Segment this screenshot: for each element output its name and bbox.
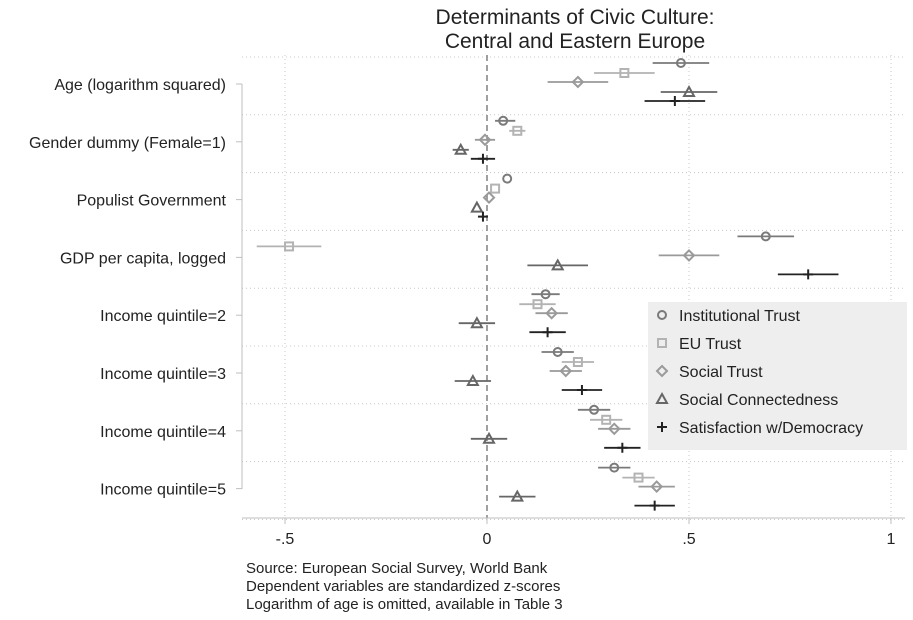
- point-social-connectedness: [482, 431, 496, 444]
- point-satisfaction-w-democracy: [542, 327, 553, 338]
- zscore-note: Dependent variables are standardized z-s…: [246, 578, 560, 595]
- point-satisfaction-w-democracy: [649, 500, 660, 511]
- point-institutional-trust: [540, 289, 551, 300]
- point-social-trust: [607, 422, 621, 436]
- source-note: Source: European Social Survey, World Ba…: [246, 560, 548, 577]
- point-eu-trust: [601, 414, 612, 425]
- age-note: Logarithm of age is omitted, available i…: [246, 596, 563, 613]
- point-social-connectedness: [510, 489, 524, 502]
- y-label-age-logarithm-squared: Age (logarithm squared): [54, 77, 226, 94]
- point-eu-trust: [619, 68, 630, 78]
- plot-marks: [256, 58, 839, 511]
- point-institutional-trust: [498, 115, 509, 126]
- legend-label-satisfaction-w-democracy: Satisfaction w/Democracy: [679, 420, 863, 437]
- legend-label-institutional-trust: Institutional Trust: [679, 308, 801, 325]
- point-eu-trust: [512, 125, 523, 136]
- point-social-trust: [478, 133, 492, 147]
- point-eu-trust: [572, 357, 583, 367]
- legend-marker-social-connectedness: [655, 391, 669, 404]
- legend-marker-institutional-trust: [657, 310, 667, 320]
- point-institutional-trust: [609, 462, 620, 473]
- point-institutional-trust: [589, 404, 600, 415]
- point-satisfaction-w-democracy: [477, 153, 488, 164]
- point-social-trust: [650, 480, 664, 494]
- point-satisfaction-w-democracy: [669, 96, 680, 106]
- y-label-income-quintile-2: Income quintile=2: [100, 308, 226, 325]
- y-label-gender-dummy-female-1: Gender dummy (Female=1): [29, 135, 226, 152]
- point-institutional-trust: [552, 347, 563, 357]
- point-social-trust: [559, 364, 573, 378]
- point-institutional-trust: [760, 231, 771, 242]
- point-institutional-trust: [675, 58, 686, 68]
- legend-box: [648, 302, 907, 450]
- point-satisfaction-w-democracy: [477, 211, 488, 222]
- point-social-connectedness: [470, 316, 484, 329]
- legend-label-social-connectedness: Social Connectedness: [679, 392, 838, 409]
- chart-title-line-1: Determinants of Civic Culture:: [436, 6, 715, 29]
- y-label-income-quintile-4: Income quintile=4: [100, 424, 226, 441]
- point-social-trust: [482, 191, 496, 205]
- point-satisfaction-w-democracy: [576, 385, 587, 395]
- y-label-populist-government: Populist Government: [77, 193, 227, 210]
- point-social-connectedness: [682, 84, 696, 97]
- point-social-trust: [571, 75, 585, 89]
- point-eu-trust: [284, 241, 295, 252]
- y-label-income-quintile-5: Income quintile=5: [100, 482, 226, 499]
- x-tick-label: 0: [483, 531, 492, 548]
- point-satisfaction-w-democracy: [803, 269, 814, 280]
- point-social-connectedness: [470, 200, 484, 213]
- point-institutional-trust: [502, 173, 513, 184]
- point-social-trust: [682, 248, 696, 262]
- point-social-connectedness: [466, 373, 480, 386]
- point-social-connectedness: [551, 258, 565, 271]
- legend-marker-satisfaction-w-democracy: [657, 422, 667, 432]
- legend-label-eu-trust: EU Trust: [679, 336, 742, 353]
- y-axis: Age (logarithm squared) Gender dummy (Fem…: [29, 77, 243, 499]
- legend-marker-eu-trust: [657, 338, 667, 348]
- point-social-trust: [545, 306, 559, 320]
- chart-title-line-2: Central and Eastern Europe: [445, 30, 705, 53]
- point-social-connectedness: [454, 142, 468, 155]
- y-label-gdp-per-capita-logged: GDP per capita, logged: [60, 250, 226, 267]
- point-eu-trust: [532, 299, 543, 310]
- point-eu-trust: [633, 472, 644, 483]
- point-satisfaction-w-democracy: [617, 442, 628, 453]
- y-label-income-quintile-3: Income quintile=3: [100, 366, 226, 383]
- x-tick-label: -.5: [276, 531, 295, 548]
- legend: Institutional Trust EU Trust Social Trust S…: [648, 302, 907, 450]
- x-axis: -.5 0 .5 1: [242, 517, 905, 548]
- x-tick-label: 1: [887, 531, 896, 548]
- legend-marker-social-trust: [655, 364, 669, 378]
- legend-label-social-trust: Social Trust: [679, 364, 763, 381]
- x-tick-label: .5: [682, 531, 695, 548]
- point-eu-trust: [490, 183, 501, 194]
